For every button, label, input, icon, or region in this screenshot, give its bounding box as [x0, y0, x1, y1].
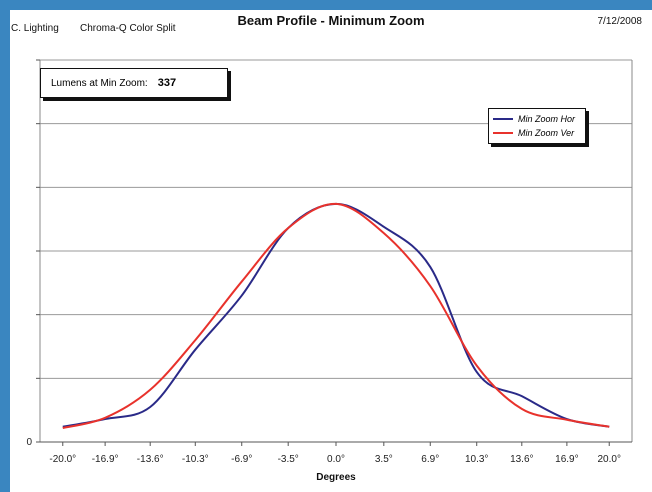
x-tick-label: 13.6°: [510, 454, 533, 465]
lumens-annotation: Lumens at Min Zoom: 337: [40, 68, 228, 98]
y-tick-label: 0: [26, 437, 32, 448]
product-name: Chroma-Q Color Split: [80, 23, 176, 34]
chart-legend: Min Zoom Hor Min Zoom Ver: [488, 108, 586, 144]
legend-swatch-hor: [493, 118, 513, 120]
x-tick-label: -16.9°: [92, 454, 119, 465]
beam-profile-chart: 0 -20.0° -16.9° -13.6° -10.3° -6.9° -3.5° 0.0° 3…: [26, 59, 633, 483]
legend-label-hor: Min Zoom Hor: [518, 114, 576, 124]
x-tick-label: -6.9°: [231, 454, 252, 465]
x-tick-label: -10.3°: [182, 454, 209, 465]
x-tick-label: 0.0°: [327, 454, 345, 465]
legend-label-ver: Min Zoom Ver: [518, 128, 575, 138]
x-tick-label: 20.0°: [597, 454, 620, 465]
series-line-ver: [62, 202, 610, 429]
x-tick-label: 16.9°: [555, 454, 578, 465]
legend-item-ver: Min Zoom Ver: [493, 126, 581, 140]
chart-title: Beam Profile - Minimum Zoom: [237, 13, 425, 28]
x-tick-label: 3.5°: [375, 454, 393, 465]
legend-item-hor: Min Zoom Hor: [493, 112, 581, 126]
x-axis-label: Degrees: [316, 472, 356, 483]
x-tick-label: 6.9°: [421, 454, 439, 465]
chart-page: C. Lighting Chroma-Q Color Split Beam Pr…: [10, 10, 652, 492]
x-tick-label: -13.6°: [137, 454, 164, 465]
company-name: C. Lighting: [11, 23, 59, 34]
x-tick-label: 10.3°: [465, 454, 488, 465]
lumens-value: 337: [157, 77, 177, 89]
lumens-label: Lumens at Min Zoom:: [51, 77, 148, 89]
legend-swatch-ver: [493, 132, 513, 134]
chart-date: 7/12/2008: [597, 16, 643, 27]
x-tick-label: -3.5°: [278, 454, 299, 465]
x-tick-label: -20.0°: [49, 454, 76, 465]
